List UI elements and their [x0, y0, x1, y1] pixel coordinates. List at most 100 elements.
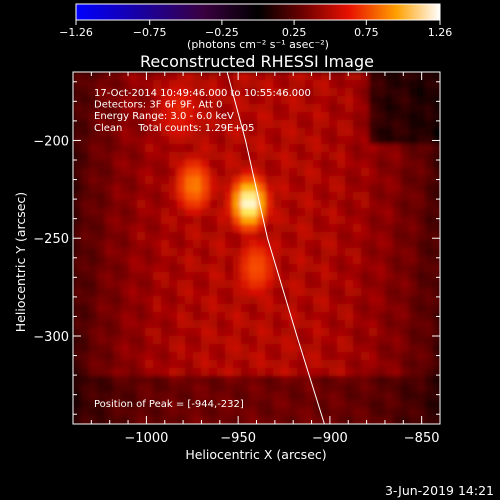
- heatmap-pixel: [281, 424, 290, 433]
- heatmap-pixel: [249, 352, 258, 361]
- heatmap-pixel: [201, 136, 210, 145]
- heatmap-pixel: [425, 240, 434, 249]
- heatmap-pixel: [425, 384, 434, 393]
- heatmap-pixel: [129, 272, 138, 281]
- heatmap-pixel: [105, 176, 114, 185]
- heatmap-pixel: [113, 352, 122, 361]
- heatmap-pixel: [321, 408, 330, 417]
- heatmap-pixel: [369, 424, 378, 433]
- heatmap-pixel: [361, 184, 370, 193]
- heatmap-pixel: [281, 240, 290, 249]
- heatmap-pixel: [161, 192, 170, 201]
- heatmap-pixel: [305, 80, 314, 89]
- heatmap-pixel: [161, 120, 170, 129]
- heatmap-pixel: [249, 408, 258, 417]
- heatmap-pixel: [137, 416, 146, 424]
- heatmap-pixel: [121, 328, 130, 337]
- heatmap-pixel: [273, 160, 282, 169]
- heatmap-pixel: [81, 264, 90, 273]
- heatmap-pixel: [329, 328, 338, 337]
- heatmap-pixel: [353, 352, 362, 361]
- heatmap-pixel: [409, 320, 418, 329]
- heatmap-pixel: [121, 128, 130, 137]
- heatmap-pixel: [321, 80, 330, 89]
- heatmap-pixel: [289, 384, 298, 393]
- heatmap-pixel: [97, 368, 106, 377]
- heatmap-pixel: [353, 256, 362, 265]
- heatmap-pixel: [361, 200, 370, 209]
- heatmap-pixel: [313, 368, 322, 377]
- heatmap-pixel: [185, 200, 194, 209]
- heatmap-pixel: [385, 392, 394, 401]
- heatmap-pixel: [361, 336, 370, 345]
- heatmap-pixel: [129, 352, 138, 361]
- heatmap-pixel: [233, 392, 242, 401]
- heatmap-pixel: [369, 224, 378, 233]
- heatmap-pixel: [105, 160, 114, 169]
- heatmap-pixel: [73, 424, 82, 433]
- heatmap-pixel: [313, 272, 322, 281]
- heatmap-pixel: [417, 408, 426, 417]
- heatmap-pixel: [321, 176, 330, 185]
- heatmap-pixel: [425, 304, 434, 313]
- heatmap-pixel: [153, 200, 162, 209]
- heatmap-pixel: [105, 104, 114, 113]
- heatmap-pixel: [193, 272, 202, 281]
- x-tick-label: −900: [312, 431, 348, 446]
- heatmap-pixel: [73, 104, 82, 113]
- heatmap-pixel: [401, 280, 410, 289]
- heatmap-pixel: [425, 104, 434, 113]
- heatmap-pixel: [409, 80, 418, 89]
- heatmap-pixel: [313, 240, 322, 249]
- heatmap-pixel: [337, 240, 346, 249]
- heatmap-pixel: [241, 344, 250, 353]
- heatmap-pixel: [433, 384, 440, 393]
- heatmap-pixel: [113, 192, 122, 201]
- heatmap-pixel: [393, 176, 402, 185]
- heatmap-pixel: [185, 136, 194, 145]
- heatmap-pixel: [385, 232, 394, 241]
- heatmap-pixel: [145, 176, 154, 185]
- heatmap-pixel: [345, 240, 354, 249]
- heatmap-pixel: [393, 128, 402, 137]
- heatmap-pixel: [129, 336, 138, 345]
- heatmap-pixel: [321, 288, 330, 297]
- heatmap-pixel: [377, 80, 386, 89]
- heatmap-pixel: [217, 288, 226, 297]
- heatmap-pixel: [265, 96, 274, 105]
- heatmap-pixel: [209, 272, 218, 281]
- heatmap-pixel: [225, 328, 234, 337]
- heatmap-pixel: [409, 208, 418, 217]
- heatmap-pixel: [105, 336, 114, 345]
- heatmap-pixel: [297, 144, 306, 153]
- heatmap-pixel: [169, 384, 178, 393]
- heatmap-pixel: [225, 184, 234, 193]
- heatmap-pixel: [209, 128, 218, 137]
- heatmap-pixel: [97, 232, 106, 241]
- heatmap-pixel: [281, 264, 290, 273]
- heatmap-pixel: [97, 184, 106, 193]
- heatmap-pixel: [225, 80, 234, 89]
- heatmap-pixel: [289, 408, 298, 417]
- heatmap-pixel: [225, 112, 234, 121]
- heatmap-pixel: [353, 288, 362, 297]
- heatmap-pixel: [417, 184, 426, 193]
- heatmap-pixel: [361, 144, 370, 153]
- heatmap-pixel: [393, 104, 402, 113]
- heatmap-pixel: [249, 152, 258, 161]
- heatmap-pixel: [81, 296, 90, 305]
- heatmap-pixel: [257, 328, 266, 337]
- heatmap-pixel: [153, 376, 162, 385]
- heatmap-pixel: [433, 280, 440, 289]
- heatmap-pixel: [377, 336, 386, 345]
- heatmap-pixel: [273, 336, 282, 345]
- heatmap-pixel: [81, 136, 90, 145]
- heatmap-pixel: [185, 104, 194, 113]
- heatmap-pixel: [281, 256, 290, 265]
- heatmap-pixel: [305, 280, 314, 289]
- heatmap-pixel: [145, 184, 154, 193]
- heatmap-pixel: [425, 120, 434, 129]
- heatmap-pixel: [193, 104, 202, 113]
- heatmap-pixel: [337, 288, 346, 297]
- heatmap-pixel: [369, 184, 378, 193]
